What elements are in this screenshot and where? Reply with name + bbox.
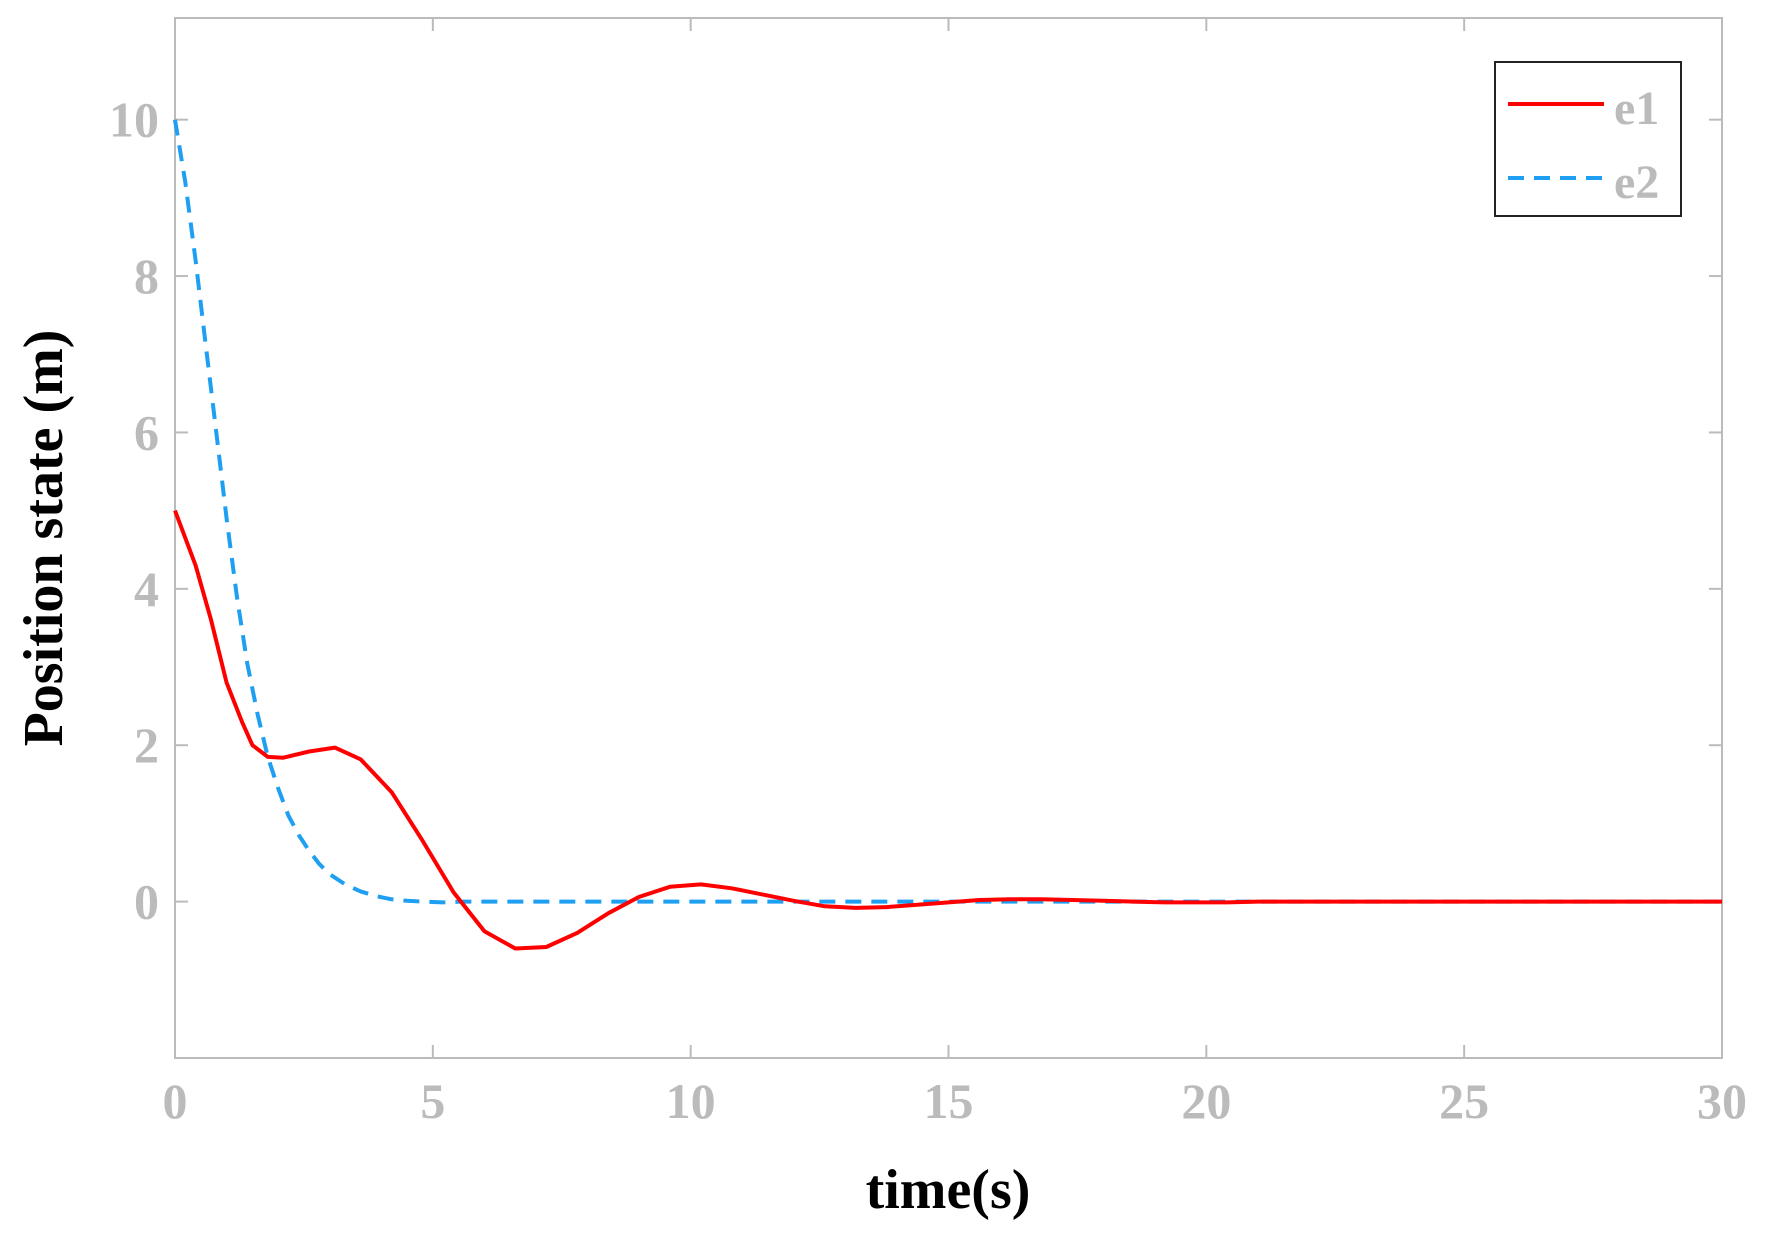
y-tick-labels: 0 2 4 6 8 10 — [109, 92, 159, 930]
x-tick-label: 25 — [1439, 1073, 1489, 1129]
legend-label-e2: e2 — [1614, 156, 1659, 209]
series-layer — [173, 119, 1722, 951]
y-tick-label: 2 — [134, 717, 159, 773]
x-tick-label: 15 — [924, 1073, 974, 1129]
series-line-e1 — [173, 509, 1722, 951]
legend-box — [1494, 61, 1682, 217]
x-tick-label: 10 — [666, 1073, 716, 1129]
axis-ticks — [174, 18, 1723, 1058]
y-tick-label: 6 — [134, 404, 159, 460]
x-tick-label: 5 — [420, 1073, 445, 1129]
plot-area — [174, 17, 1723, 1059]
x-tick-label: 20 — [1181, 1073, 1231, 1129]
y-tick-label: 0 — [134, 874, 159, 930]
y-tick-label: 8 — [134, 248, 159, 304]
legend-label-e1: e1 — [1614, 82, 1659, 135]
legend: e1 e2 — [1494, 61, 1682, 217]
y-tick-label: 4 — [134, 561, 159, 617]
y-axis-title: Position state (m) — [13, 330, 75, 747]
x-axis-title: time(s) — [866, 1159, 1031, 1221]
x-tick-labels: 0 5 10 15 20 25 30 — [163, 1073, 1748, 1129]
series-line-e2 — [173, 119, 1722, 905]
x-tick-label: 30 — [1697, 1073, 1747, 1129]
y-tick-label: 10 — [109, 92, 159, 148]
x-tick-label: 0 — [163, 1073, 188, 1129]
